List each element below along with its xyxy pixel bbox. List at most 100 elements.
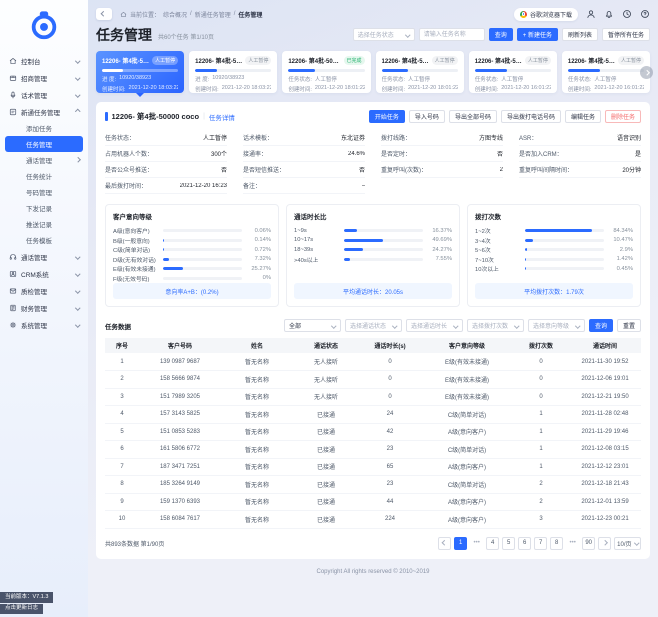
pause-all-button[interactable]: 暂停所有任务 bbox=[601, 28, 650, 41]
next-page-button[interactable] bbox=[598, 536, 612, 550]
user-icon[interactable] bbox=[586, 9, 596, 19]
page-button[interactable]: 1 bbox=[454, 536, 468, 550]
sidebar-item-label: 财务管理 bbox=[21, 305, 47, 313]
export-dialed-numbers-button[interactable]: 导出拨打电话号码 bbox=[500, 110, 561, 123]
page-button[interactable]: 6 bbox=[518, 536, 532, 550]
page-button[interactable]: 7 bbox=[534, 536, 548, 550]
chevron-down-icon bbox=[633, 540, 639, 546]
table-row[interactable]: 2 158 5666 9874 暂无名称 无人接听 0 E级(有效未接通) 0 2021-12… bbox=[105, 370, 641, 389]
card-line-label: 创建时间: bbox=[381, 87, 406, 93]
table-row[interactable]: 6 161 5806 6772 暂无名称 已接通 23 C级(简单对话) 1 2021-12-… bbox=[105, 440, 641, 459]
subitem-label: 推送记录 bbox=[26, 222, 52, 229]
sidebar-item-task-mgmt[interactable]: 新通任务管理 bbox=[0, 103, 88, 120]
task-card[interactable]: 12206- 第4批-500... 已完成 任务状态: 人工暂停 创建时间: 2021… bbox=[282, 51, 371, 93]
progress-bar bbox=[381, 69, 458, 72]
sidebar-item-qc[interactable]: 质检管理 bbox=[0, 282, 88, 299]
task-detail-link[interactable]: 任务详情 bbox=[208, 114, 235, 122]
sidebar-subitem-task-stats[interactable]: 任务统计 bbox=[5, 168, 83, 184]
main-content: 当前位置： 综合概况 / 新通任务管理 / 任务管理 谷歌浏览器下载 任务管理 … bbox=[88, 0, 658, 617]
version-badge: 当前版本：V7.1.3 点击更新日志 bbox=[0, 592, 54, 614]
sidebar-item-crm[interactable]: CRM系统 bbox=[0, 265, 88, 282]
table-row[interactable]: 4 157 3143 5825 暂无名称 已接通 24 C级(简单对话) 1 2021-11-… bbox=[105, 405, 641, 424]
sidebar-item-finance[interactable]: 财务管理 bbox=[0, 299, 88, 316]
page-button[interactable]: 8 bbox=[550, 536, 564, 550]
status-badge: 已完成 bbox=[343, 56, 365, 65]
call-status-select[interactable]: 选择通话状态 bbox=[344, 319, 402, 332]
export-all-numbers-button[interactable]: 导出全部号码 bbox=[448, 110, 497, 123]
table-reset-button[interactable]: 重置 bbox=[616, 319, 641, 332]
info-label: 接通率： bbox=[243, 152, 268, 158]
table-row[interactable]: 9 159 1370 6393 暂无名称 已接通 44 A级(意向客户) 2 2021-12-… bbox=[105, 493, 641, 511]
info-label: 是否加入CRM： bbox=[519, 152, 563, 158]
sidebar-item-script[interactable]: 话术管理 bbox=[0, 86, 88, 103]
sidebar-subitem-call-manage[interactable]: 通话管理 bbox=[5, 152, 83, 168]
page-button[interactable]: 90 bbox=[582, 536, 596, 550]
page-button[interactable]: 4 bbox=[486, 536, 500, 550]
task-card[interactable]: 12206- 第4批-500...人工暂停 进 度:10920/38923 创建… bbox=[189, 51, 278, 93]
sidebar-subitem-dispatch-log[interactable]: 下发记录 bbox=[5, 200, 83, 216]
chevron-down-icon bbox=[74, 288, 80, 293]
duration-select[interactable]: 选择通话时长 bbox=[405, 319, 463, 332]
scope-select[interactable]: 全部 bbox=[283, 319, 341, 332]
dial-count-select[interactable]: 选择拨打次数 bbox=[466, 319, 524, 332]
query-button[interactable]: 查询 bbox=[488, 28, 513, 41]
edit-task-button[interactable]: 编辑任务 bbox=[564, 110, 601, 123]
task-card[interactable]: 12206- 第4批-500...人工暂停 任务状态:人工暂停 创建时间:202… bbox=[561, 51, 651, 93]
bar-label: 5~6次 bbox=[475, 248, 491, 255]
prev-page-button[interactable] bbox=[438, 536, 452, 550]
info-label: 是否定时： bbox=[381, 152, 412, 158]
duration-panel: 通话时长比 1~9s 16.37% 10~17s 49.69% 18~39s 24.2… bbox=[286, 204, 460, 307]
import-numbers-button[interactable]: 导入号码 bbox=[408, 110, 445, 123]
delete-task-button[interactable]: 删除任务 bbox=[604, 110, 641, 123]
chrome-download-button[interactable]: 谷歌浏览器下载 bbox=[513, 7, 578, 21]
sidebar-subitem-push-log[interactable]: 推送记录 bbox=[5, 216, 83, 232]
page-size-select[interactable]: 10/页 bbox=[614, 536, 641, 550]
table-row[interactable]: 3 151 7989 3205 暂无名称 无人接听 0 E级(有效未接通) 0 2021-12… bbox=[105, 388, 641, 406]
task-status-select[interactable]: 选择任务状态 bbox=[352, 28, 415, 41]
carousel-next-button[interactable] bbox=[640, 66, 653, 79]
start-task-button[interactable]: 开始任务 bbox=[368, 110, 405, 123]
history-icon[interactable] bbox=[622, 9, 632, 19]
table-row[interactable]: 7 187 3471 7251 暂无名称 已接通 65 A级(意向客户) 1 2021-12-… bbox=[105, 458, 641, 476]
breadcrumb-item[interactable]: 综合概况 bbox=[163, 12, 188, 19]
task-name-input[interactable] bbox=[418, 28, 485, 41]
table-row[interactable]: 5 151 0853 5283 暂无名称 已接通 42 A级(意向客户) 1 2021-11-… bbox=[105, 423, 641, 441]
select-value: 全部 bbox=[288, 324, 301, 330]
card-line-label: 进 度: bbox=[195, 76, 210, 83]
table-row[interactable]: 1 139 0987 9687 暂无名称 无人接听 0 E级(有效未接通) 0 2021-11… bbox=[105, 353, 641, 371]
refresh-list-button[interactable]: 刷新列表 bbox=[561, 28, 598, 41]
table-query-button[interactable]: 查询 bbox=[588, 319, 613, 332]
bar-track bbox=[163, 229, 242, 233]
bar-track bbox=[344, 229, 423, 233]
table-row[interactable]: 8 185 3264 9149 暂无名称 已接通 23 C级(简单对话) 2 2021-12-… bbox=[105, 475, 641, 494]
bar-label: A级(意向客户) bbox=[113, 229, 150, 236]
task-card[interactable]: 12206- 第4批-500...人工暂停 任务状态:人工暂停 创建时间:202… bbox=[468, 51, 557, 93]
sidebar-subitem-add-task[interactable]: 添加任务 bbox=[5, 120, 83, 136]
back-button[interactable] bbox=[96, 8, 112, 20]
intent-level-select[interactable]: 选择意向等级 bbox=[527, 319, 585, 332]
task-card[interactable]: 12206- 第4批-500...人工暂停 进 度:10920/38923 创建… bbox=[96, 51, 185, 97]
table-header-row: 序号 客户号码 姓名 通话状态 通话时长(s) 客户意向等级 拨打次数 通话时间 bbox=[105, 338, 641, 353]
panel-footer: 平均拨打次数：1.79次 bbox=[475, 283, 633, 299]
page-button[interactable]: 5 bbox=[502, 536, 516, 550]
sidebar-item-call[interactable]: 通话管理 bbox=[0, 248, 88, 265]
column-header: 通话时间 bbox=[569, 338, 641, 353]
sidebar-subitem-task-manage[interactable]: 任务管理 bbox=[5, 136, 83, 152]
help-icon[interactable] bbox=[640, 9, 650, 19]
bell-icon[interactable] bbox=[604, 9, 614, 19]
bar-label: D级(无有效对话) bbox=[113, 257, 156, 264]
chevron-down-icon bbox=[392, 323, 398, 328]
card-line-label: 任务状态: bbox=[474, 76, 499, 83]
sidebar-item-console[interactable]: 控制台 bbox=[0, 52, 88, 69]
table-row[interactable]: 10 158 6084 7617 暂无名称 已接通 224 A级(意向客户) 3 2021-1… bbox=[105, 510, 641, 529]
sidebar-item-system[interactable]: 系统管理 bbox=[0, 316, 88, 333]
changelog-link[interactable]: 点击更新日志 bbox=[0, 603, 44, 614]
task-card[interactable]: 12206- 第4批-500...人工暂停 任务状态:人工暂停 创建时间:202… bbox=[375, 51, 464, 93]
sidebar-item-merchant[interactable]: 招商管理 bbox=[0, 69, 88, 86]
sidebar-subitem-number-manage[interactable]: 号码管理 bbox=[5, 184, 83, 200]
sidebar-subitem-task-template[interactable]: 任务模板 bbox=[5, 232, 83, 248]
create-task-button[interactable]: + 新建任务 bbox=[516, 28, 558, 41]
card-line-value: 2021-12-20 16:01:22 bbox=[501, 85, 551, 91]
breadcrumb-item[interactable]: 新通任务管理 bbox=[194, 12, 231, 19]
card-line-label: 创建时间: bbox=[102, 87, 126, 93]
